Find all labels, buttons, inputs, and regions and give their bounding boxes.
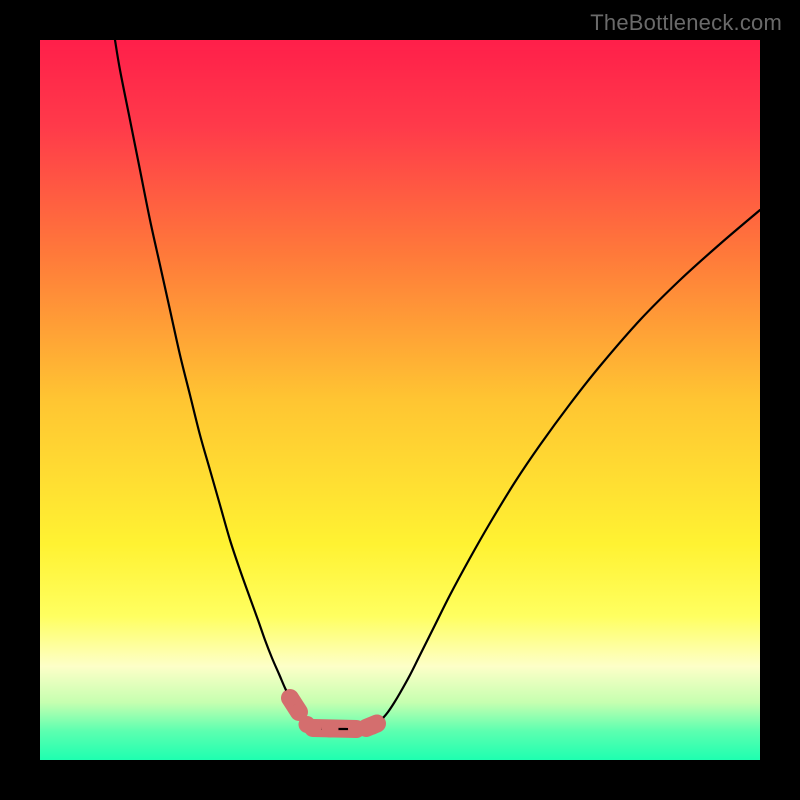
gradient-background — [40, 40, 760, 760]
plot-area — [40, 40, 760, 760]
watermark-text: TheBottleneck.com — [590, 10, 782, 36]
bottleneck-curve-chart — [40, 40, 760, 760]
chart-root: TheBottleneck.com — [0, 0, 800, 800]
